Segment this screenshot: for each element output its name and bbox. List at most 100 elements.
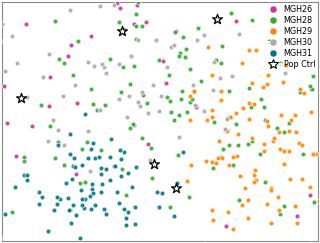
Point [128, 82, 133, 86]
Point [93, 156, 98, 160]
Point [172, 30, 178, 34]
Point [103, 104, 108, 107]
Point [132, 22, 137, 26]
Point [88, 169, 93, 173]
Point [213, 58, 219, 62]
Point [211, 218, 216, 222]
Point [308, 87, 313, 91]
Point [0, 236, 3, 240]
Point [116, 200, 122, 204]
Point [249, 105, 254, 109]
Point [9, 35, 14, 38]
Point [98, 191, 103, 194]
Point [68, 8, 73, 12]
Point [67, 208, 72, 212]
Point [314, 152, 319, 156]
Point [234, 155, 239, 158]
Point [0, 22, 4, 26]
Point [55, 140, 60, 144]
Point [25, 178, 30, 182]
Point [210, 108, 215, 112]
Point [143, 20, 148, 24]
Point [308, 242, 313, 243]
Point [38, 104, 44, 107]
Point [253, 49, 258, 52]
Point [282, 204, 287, 208]
Point [108, 137, 113, 141]
Point [250, 81, 255, 85]
Point [55, 202, 60, 206]
Point [21, 155, 27, 159]
Point [76, 39, 81, 43]
Point [47, 75, 52, 79]
Point [99, 148, 104, 152]
Point [156, 109, 162, 113]
Point [133, 205, 138, 209]
Point [298, 90, 303, 94]
Point [85, 156, 91, 160]
Point [88, 87, 93, 91]
Point [29, 124, 35, 128]
Point [98, 172, 103, 176]
Point [189, 163, 194, 167]
Point [217, 76, 222, 80]
Point [261, 142, 267, 146]
Point [119, 167, 124, 171]
Point [282, 162, 287, 166]
Point [172, 215, 177, 218]
Point [225, 116, 230, 120]
Point [129, 54, 134, 58]
Point [122, 150, 127, 154]
Point [69, 221, 74, 225]
Point [103, 212, 108, 216]
Point [160, 191, 165, 195]
Point [89, 147, 94, 150]
Point [280, 80, 285, 84]
Point [136, 100, 141, 104]
Point [169, 45, 174, 49]
Point [12, 185, 18, 189]
Point [242, 186, 247, 190]
Point [132, 123, 137, 127]
Point [202, 242, 207, 243]
Point [287, 177, 292, 181]
Point [250, 18, 255, 22]
Point [180, 89, 185, 93]
Point [56, 143, 61, 147]
Point [184, 47, 189, 51]
Point [216, 139, 221, 142]
Point [149, 176, 154, 180]
Point [252, 173, 257, 177]
Point [236, 198, 242, 202]
Point [60, 95, 66, 98]
Point [191, 90, 196, 94]
Point [98, 4, 103, 8]
Point [209, 208, 214, 212]
Point [266, 39, 271, 43]
Point [236, 32, 242, 36]
Point [268, 221, 273, 225]
Point [100, 182, 105, 186]
Point [140, 93, 145, 97]
Point [68, 43, 74, 47]
Point [112, 164, 117, 168]
Point [133, 12, 139, 16]
Point [269, 63, 275, 67]
Point [53, 19, 58, 23]
Point [211, 120, 216, 124]
Point [112, 164, 117, 168]
Point [116, 62, 122, 66]
Point [176, 135, 181, 139]
Point [82, 197, 87, 201]
Point [125, 210, 131, 214]
Point [68, 152, 73, 156]
Point [112, 3, 117, 7]
Point [3, 212, 8, 216]
Point [91, 102, 96, 105]
Point [210, 166, 215, 170]
Point [268, 188, 273, 191]
Point [74, 101, 79, 104]
Point [168, 110, 173, 114]
Point [231, 226, 236, 230]
Point [85, 129, 90, 133]
